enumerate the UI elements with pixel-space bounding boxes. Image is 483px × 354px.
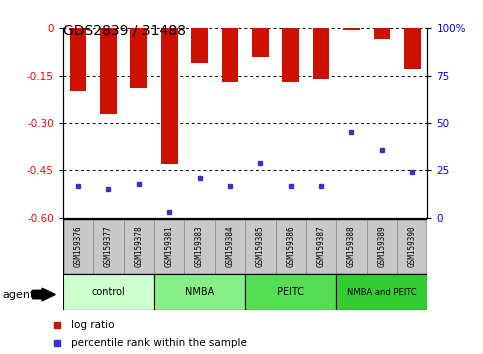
Text: GSM159377: GSM159377 bbox=[104, 225, 113, 267]
Text: GSM159390: GSM159390 bbox=[408, 225, 417, 267]
Text: GSM159389: GSM159389 bbox=[377, 225, 386, 267]
Bar bbox=[306, 219, 336, 274]
Bar bbox=[154, 219, 185, 274]
Text: agent: agent bbox=[2, 290, 35, 299]
Text: NMBA: NMBA bbox=[185, 287, 214, 297]
Bar bbox=[63, 219, 93, 274]
Text: GSM159376: GSM159376 bbox=[73, 225, 83, 267]
Text: percentile rank within the sample: percentile rank within the sample bbox=[71, 338, 247, 348]
Text: GSM159384: GSM159384 bbox=[226, 225, 234, 267]
Text: NMBA and PEITC: NMBA and PEITC bbox=[347, 287, 417, 297]
Bar bbox=[245, 219, 275, 274]
Bar bbox=[275, 219, 306, 274]
Text: GSM159381: GSM159381 bbox=[165, 225, 174, 267]
Text: log ratio: log ratio bbox=[71, 320, 114, 330]
Bar bbox=[154, 274, 245, 310]
Text: GDS2839 / 31488: GDS2839 / 31488 bbox=[63, 23, 186, 37]
Bar bbox=[215, 219, 245, 274]
Bar bbox=[161, 28, 178, 164]
Bar bbox=[185, 219, 215, 274]
Bar bbox=[252, 28, 269, 57]
Bar bbox=[100, 28, 117, 114]
Bar bbox=[313, 28, 329, 79]
Text: control: control bbox=[91, 287, 125, 297]
Bar bbox=[367, 219, 397, 274]
Bar bbox=[343, 28, 360, 30]
Bar bbox=[245, 274, 336, 310]
Text: GSM159383: GSM159383 bbox=[195, 225, 204, 267]
Bar bbox=[222, 28, 238, 82]
Text: GSM159386: GSM159386 bbox=[286, 225, 295, 267]
Text: GSM159387: GSM159387 bbox=[316, 225, 326, 267]
Bar bbox=[336, 274, 427, 310]
Text: PEITC: PEITC bbox=[277, 287, 304, 297]
FancyArrow shape bbox=[33, 288, 55, 301]
Text: GSM159378: GSM159378 bbox=[134, 225, 143, 267]
Bar bbox=[124, 219, 154, 274]
Text: GSM159385: GSM159385 bbox=[256, 225, 265, 267]
Bar bbox=[336, 219, 367, 274]
Bar bbox=[130, 28, 147, 88]
Bar bbox=[191, 28, 208, 63]
Bar bbox=[63, 274, 154, 310]
Bar bbox=[404, 28, 421, 69]
Text: GSM159388: GSM159388 bbox=[347, 225, 356, 267]
Bar bbox=[93, 219, 124, 274]
Bar bbox=[397, 219, 427, 274]
Bar bbox=[373, 28, 390, 39]
Bar bbox=[283, 28, 299, 82]
Bar bbox=[70, 28, 86, 91]
